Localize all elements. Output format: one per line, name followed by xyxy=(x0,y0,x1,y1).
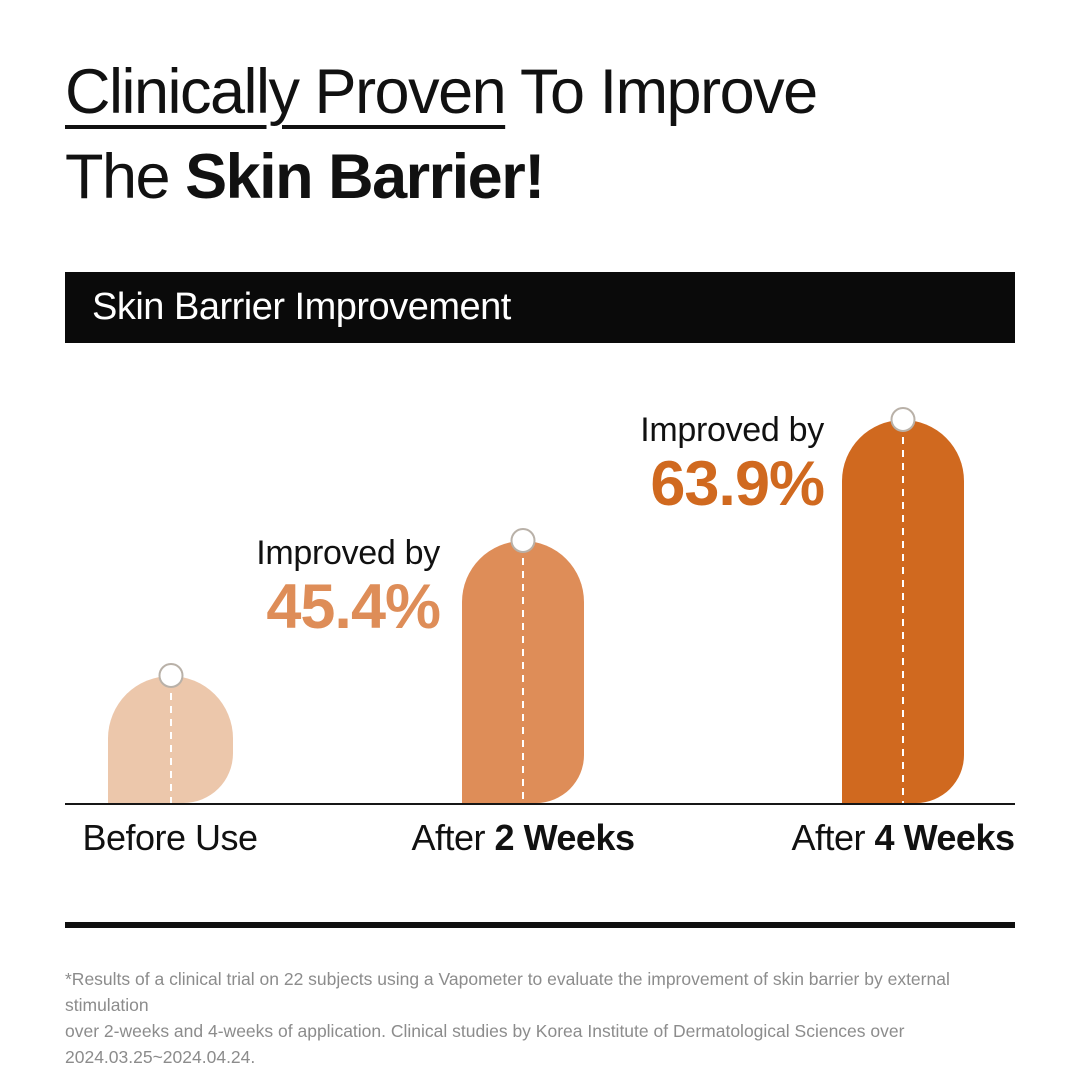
x-label-before-use: Before Use xyxy=(82,817,258,859)
x-label-after-2-weeks: After 2 Weeks xyxy=(412,817,635,859)
footnote-line-1: *Results of a clinical trial on 22 subje… xyxy=(65,969,950,1015)
title-line1-rest: To Improve xyxy=(505,57,818,127)
chart-title-text: Skin Barrier Improvement xyxy=(92,286,511,328)
bar-top-marker-circle xyxy=(510,528,536,553)
bar-chart: Improved by 45.4% Improved by 63.9% xyxy=(65,385,1015,805)
annotation-value: 63.9% xyxy=(650,449,825,519)
chart-title-banner: Skin Barrier Improvement xyxy=(65,272,1015,343)
footnote-line-2: over 2-weeks and 4-weeks of application.… xyxy=(65,1021,905,1067)
dashed-center-line xyxy=(902,424,904,803)
x-label-bold-text: 2 Weeks xyxy=(494,817,635,858)
bar-after-2-weeks xyxy=(462,528,584,803)
title-line2-bold: Skin Barrier! xyxy=(185,142,545,212)
title-line-2: The Skin Barrier! xyxy=(65,135,817,220)
dashed-center-line xyxy=(169,680,172,803)
title-underlined-text: Clinically Proven xyxy=(65,57,507,127)
x-label-text: Before Use xyxy=(82,817,258,858)
title-line2-regular: The xyxy=(65,142,186,212)
bar-after-4-weeks xyxy=(842,407,964,803)
title-line-1: Clinically Proven To Improve xyxy=(65,50,818,135)
bottom-divider-line xyxy=(65,922,1015,928)
bar-top-marker-circle xyxy=(158,663,183,688)
bar-before-use xyxy=(108,663,233,803)
x-label-text: After xyxy=(411,817,495,858)
annotation-value: 45.4% xyxy=(266,572,441,642)
annotation-after-2-weeks: Improved by 45.4% xyxy=(256,533,441,642)
x-label-bold-text: 4 Weeks xyxy=(874,817,1015,858)
page-title: Clinically Proven To Improve The Skin Ba… xyxy=(65,50,818,220)
footnote: *Results of a clinical trial on 22 subje… xyxy=(65,966,1025,1070)
annotation-after-4-weeks: Improved by 63.9% xyxy=(640,410,825,519)
dashed-center-line xyxy=(522,545,524,803)
bar-top-marker-circle xyxy=(890,407,916,432)
x-label-after-4-weeks: After 4 Weeks xyxy=(792,817,1015,859)
annotation-label: Improved by xyxy=(256,534,440,572)
x-label-text: After xyxy=(791,817,875,858)
annotation-label: Improved by xyxy=(640,411,824,449)
